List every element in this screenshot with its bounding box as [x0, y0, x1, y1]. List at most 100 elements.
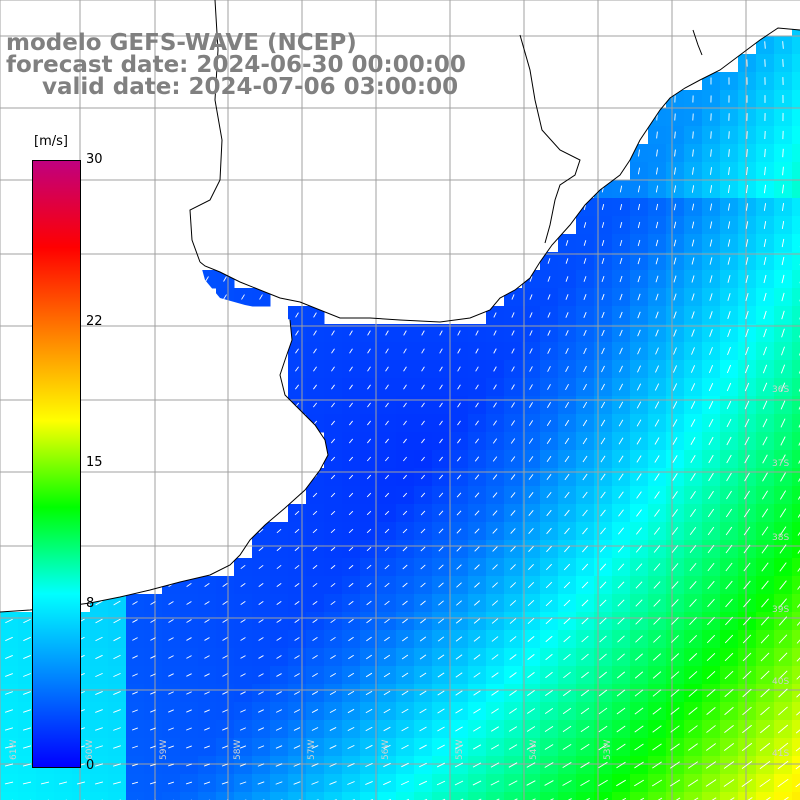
- wind-arrow: [673, 347, 677, 355]
- wind-arrow: [455, 690, 463, 696]
- wind-arrow: [383, 762, 391, 768]
- wind-arrow: [582, 473, 588, 481]
- wind-arrow: [472, 780, 482, 786]
- colorbar-tick-label: 30: [86, 152, 103, 167]
- wind-arrow: [475, 420, 479, 426]
- wind-arrow: [311, 745, 319, 749]
- wind-arrow: [674, 167, 676, 175]
- wind-arrow: [239, 745, 247, 749]
- wind-arrow: [601, 258, 605, 264]
- wind-arrow: [709, 257, 713, 265]
- wind-arrow: [744, 400, 750, 410]
- wind-arrow: [511, 366, 515, 372]
- wind-arrow: [276, 564, 282, 570]
- wind-arrow: [508, 726, 518, 732]
- wind-arrow: [473, 618, 481, 624]
- wind-arrow: [527, 581, 535, 589]
- field-cell: [612, 792, 631, 800]
- field-cell: [270, 792, 289, 800]
- wind-arrow: [475, 348, 479, 354]
- wind-arrow: [654, 383, 660, 391]
- wind-arrow: [797, 495, 800, 500]
- wind-arrow: [168, 709, 174, 713]
- wind-arrow: [258, 691, 264, 695]
- wind-arrow: [365, 672, 373, 678]
- wind-arrow: [132, 619, 138, 623]
- wind-arrow: [764, 41, 766, 49]
- wind-arrow: [763, 239, 767, 247]
- wind-arrow: [293, 709, 301, 713]
- wind-arrow: [691, 311, 695, 319]
- wind-arrow: [689, 508, 697, 518]
- wind-arrow: [527, 599, 535, 607]
- wind-arrow: [473, 708, 481, 714]
- wind-arrow: [616, 779, 626, 787]
- wind-arrow: [349, 384, 353, 390]
- wind-arrow: [421, 330, 425, 336]
- wind-arrow: [777, 760, 789, 770]
- wind-arrow: [653, 617, 661, 625]
- wind-arrow: [186, 763, 192, 767]
- wind-arrow: [492, 474, 498, 480]
- wind-arrow: [438, 456, 444, 462]
- wind-arrow: [783, 796, 789, 800]
- wind-arrow: [708, 400, 714, 410]
- wind-arrow: [617, 617, 625, 625]
- wind-arrow: [491, 600, 499, 606]
- wind-arrow: [581, 653, 589, 661]
- wind-arrow: [257, 781, 265, 785]
- wind-arrow: [293, 781, 301, 785]
- wind-arrow: [637, 221, 641, 229]
- wind-arrow: [725, 562, 733, 572]
- lat-label: 39S: [772, 605, 789, 615]
- wind-arrow: [23, 618, 31, 624]
- wind-arrow: [688, 707, 698, 715]
- wind-arrow: [654, 455, 660, 463]
- field-cell: [306, 792, 325, 800]
- wind-arrow: [654, 437, 660, 445]
- wind-arrow: [765, 797, 771, 800]
- wind-arrow: [240, 564, 246, 570]
- wind-arrow: [673, 257, 677, 265]
- wind-arrow: [528, 420, 534, 426]
- wind-arrow: [421, 438, 425, 444]
- wind-arrow: [780, 400, 786, 410]
- wind-arrow: [600, 437, 606, 445]
- wind-arrow: [583, 365, 587, 373]
- wind-arrow: [580, 779, 590, 787]
- wind-arrow: [547, 330, 551, 336]
- wind-arrow: [567, 798, 572, 800]
- field-cell: [792, 234, 800, 253]
- field-cell: [792, 270, 800, 289]
- wind-arrow: [420, 600, 426, 606]
- wind-arrow: [330, 420, 336, 426]
- wind-arrow: [745, 310, 749, 320]
- wind-arrow: [690, 473, 696, 481]
- wind-arrow: [741, 779, 753, 787]
- field-cell: [792, 720, 800, 739]
- wind-arrow: [367, 402, 371, 408]
- wind-arrow: [313, 366, 317, 372]
- wind-arrow: [634, 761, 644, 769]
- wind-arrow: [619, 275, 623, 283]
- lon-label: 61W: [9, 740, 19, 760]
- wind-arrow: [113, 691, 121, 695]
- wind-arrow: [618, 509, 624, 517]
- wind-arrow: [761, 580, 769, 590]
- wind-arrow: [619, 257, 623, 265]
- wind-arrow: [672, 437, 678, 445]
- wind-arrow: [528, 438, 534, 444]
- wind-arrow: [330, 672, 336, 678]
- wind-arrow: [312, 510, 318, 516]
- wind-arrow: [583, 294, 587, 300]
- wind-arrow: [742, 652, 752, 662]
- wind-arrow: [95, 745, 103, 749]
- wind-arrow: [385, 330, 389, 336]
- wind-arrow: [420, 618, 426, 624]
- wind-arrow: [329, 708, 337, 714]
- wind-arrow: [581, 545, 589, 553]
- wind-arrow: [746, 184, 748, 194]
- wind-arrow: [419, 636, 427, 642]
- wind-arrow: [295, 348, 299, 354]
- wind-arrow: [598, 761, 608, 769]
